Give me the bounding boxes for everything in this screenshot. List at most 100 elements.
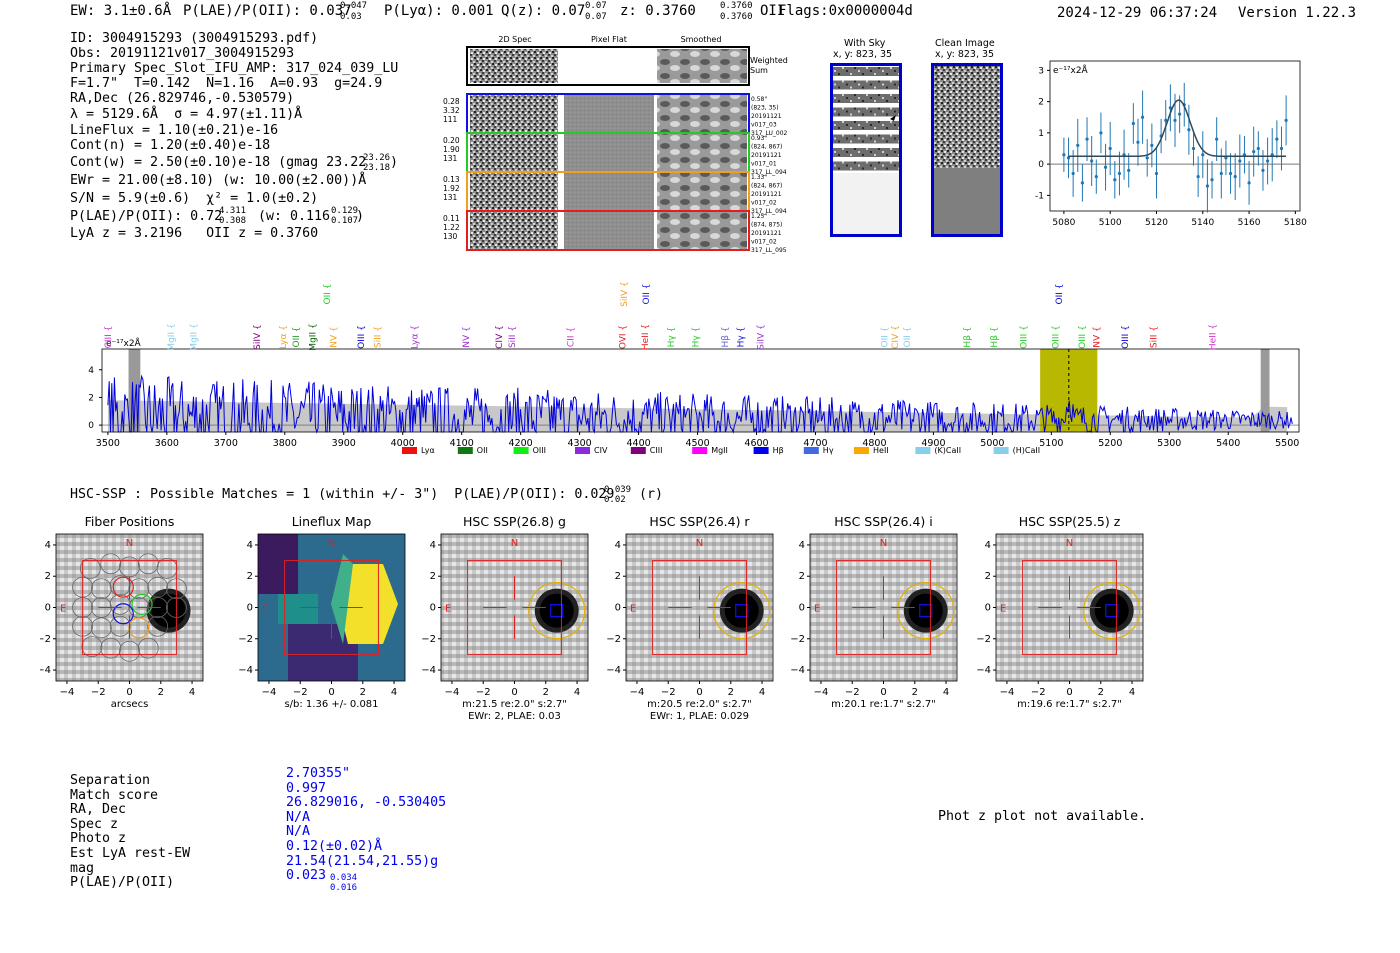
hsc-panel-caption: arcsecs [111,699,149,710]
cutout-flat [564,173,654,210]
cutout-left-label: 1.22 [443,223,460,232]
cutout-left-label: 130 [443,232,458,241]
hsc-panel-caption: m:20.5 re:2.0" s:2.7" [647,699,752,710]
hsc-y-tick: −4 [421,665,436,676]
cutout-right-label: 317_LL_095 [751,247,787,254]
cutout-left-label: 0.20 [443,136,460,145]
cutout-2d [470,134,558,171]
spectrum-x-tick: 5000 [980,438,1004,449]
hsc-x-tick: 0 [696,687,702,698]
zoom-point [1136,140,1140,144]
hsc-y-tick: −4 [606,665,621,676]
spectrum-line-label: NV { [462,326,472,347]
legend-label: (H)CaII [1013,446,1040,455]
compass-e: E [814,604,820,615]
spectrum-line-label: NV { [1093,326,1103,347]
compass-e: E [262,604,268,615]
clean-xy: x, y: 823, 35 [935,49,995,60]
spectrum-x-tick: 4900 [921,438,945,449]
fiber-circle [119,640,140,662]
fiber-highlight [131,593,153,615]
hsc-y-tick: −2 [976,634,991,645]
legend-swatch [402,447,417,454]
spectrum-y-tick: 4 [88,366,94,376]
hsc-aperture [897,582,955,640]
hsc-search-box [1022,560,1117,655]
hsc-title-end: (r) [639,487,664,502]
hsc-aperture [713,582,771,640]
legend-swatch [692,447,708,454]
legend-swatch [575,447,590,454]
zoom-point [1256,146,1260,151]
hsc-y-tick: 0 [799,603,805,614]
legend-swatch [630,447,646,454]
zoom-point [1062,153,1066,157]
header-plya: P(Lyα): 0.001 [384,3,494,19]
zoom-x-tick: 5140 [1191,218,1214,228]
zoom-point [1238,159,1242,163]
spectrum-line-label: OII { [880,327,890,348]
hsc-x-tick: 2 [728,687,734,698]
legend-swatch [803,447,819,454]
hsc-x-tick: −2 [476,687,491,698]
hsc-y-tick: 4 [985,540,991,551]
zoom-point [1117,171,1122,176]
header-z-line: OII [760,3,786,19]
info-plae-up: 4.311 [219,206,247,216]
fiber-highlight [112,576,134,598]
spectrum-frame [101,348,1300,433]
cutout-right-label: v017_02 [751,239,777,246]
hsc-x-tick: −4 [630,687,645,698]
hsc-search-box [284,560,379,655]
spectrum-line-label: Hβ { [721,326,731,347]
zoom-point [1219,171,1223,176]
spectrum-line-label: OIII { [1020,325,1030,349]
hsc-y-tick: 2 [247,571,253,582]
zoom-x-tick: 5080 [1052,218,1075,228]
match-label: P(LAE)/P(OII) [70,875,175,891]
spectrum-line-label: MgII { [167,323,177,350]
spectrum-line-label: SiII { [508,326,518,348]
info-radec: RA,Dec (26.829746,-0.530579) [70,91,295,106]
hsc-x-tick: 2 [158,687,164,698]
fiber-circle [156,558,178,579]
zoom-unit: e⁻¹⁷x2Å [1053,64,1089,76]
legend-label: MgII [711,446,728,455]
spectrum-line-label: CIV { [495,325,505,349]
spectrum-line-label: OIII { [357,325,367,349]
info-sn: S/N = 5.9(±0.6) χ² = 1.0(±0.2) [70,191,319,206]
zoom-point [1265,159,1270,163]
fiber-circle [137,637,159,659]
hsc-x-tick: 4 [189,687,195,698]
cutout-smooth [657,173,747,210]
cutout-right-label: v017_02 [751,200,777,207]
hsc-search-box [836,560,931,655]
zoom-point [1210,178,1214,182]
hsc-x-tick: 2 [1098,687,1104,698]
spectrum-line-label: OII { [1055,284,1065,305]
hsc-x-tick: 0 [1066,687,1072,698]
hsc-y-tick: 0 [985,603,991,614]
weighted-sum-label-1: Weighted [750,56,788,65]
zoom-point [1284,118,1288,122]
zoom-chart: -1 0 1 2 3 5080 5100 5120 5140 5160 5180 e⁻¹⁷x2Å [1035,60,1307,228]
zoom-y-tick: -1 [1035,191,1044,201]
fiber-circle [109,593,131,615]
hsc-panel-caption: s/b: 1.36 +/- 0.081 [284,699,378,710]
cutout-right-label: (824, 867) [751,144,782,151]
compass-n: N [511,538,518,549]
zoom-point [1150,143,1154,147]
spectrum-x-tick: 4600 [744,438,768,449]
cutout-smooth [657,212,747,249]
hsc-x-tick: 4 [759,687,765,698]
fiber-highlight [128,617,150,639]
zoom-point [1187,128,1191,132]
col-label-flat: Pixel Flat [591,35,627,44]
legend-label: Lyα [421,446,435,455]
hsc-panel: Lineflux Map N E −4 −4 −2 −2 0 0 2 2 4 4 s/b: 1.36 +/… [238,514,406,710]
spectrum-line-label: OIII { [1121,325,1131,349]
cutout-right-label: 20191121 [751,191,782,198]
zoom-point [1275,137,1279,141]
zoom-point [1233,175,1237,179]
cutout-smooth [657,134,747,171]
